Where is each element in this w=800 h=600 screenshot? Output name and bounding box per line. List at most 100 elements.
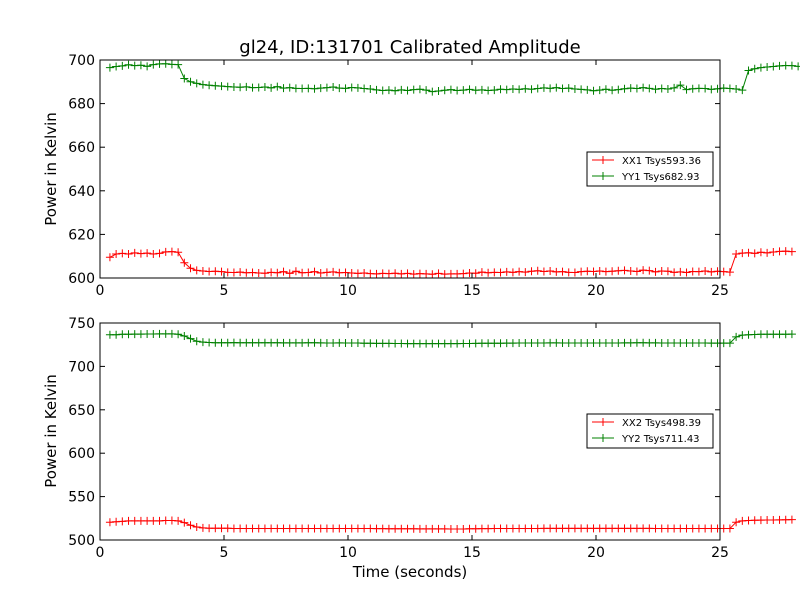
top-axis-ticks: 0 5 10 15 20 25 600 620 640 660 680 700 [68,53,729,299]
data-point-marker [787,330,796,339]
top-x-tick-label: 15 [463,283,481,299]
data-point-marker [112,250,121,259]
data-point-marker [558,267,567,276]
data-point-marker [601,85,610,94]
data-point-marker [508,268,517,277]
data-point-marker [415,85,424,94]
top-series-xx [105,247,796,279]
data-point-marker [428,270,437,279]
data-point-marker [267,83,276,92]
data-point-marker [316,268,325,277]
data-point-marker [632,84,641,93]
data-point-marker [310,84,319,93]
data-point-marker [583,85,592,94]
data-point-marker [422,86,431,95]
bottom-series-xx [105,515,796,533]
data-point-marker [397,85,406,94]
data-point-marker [725,339,734,348]
data-point-marker [521,268,530,277]
data-point-marker [515,85,524,94]
data-point-marker [769,248,778,257]
data-point-marker [192,522,201,531]
data-point-marker [670,83,679,92]
bottom-axis-ticks: 0 5 10 15 20 25 500 550 600 650 700 750 [68,316,729,561]
data-point-marker [167,247,176,256]
data-point-marker [403,86,412,95]
data-point-marker [725,268,734,277]
data-point-marker [645,266,654,275]
data-point-marker [322,83,331,92]
data-point-marker [763,248,772,257]
data-point-marker [391,269,400,278]
data-point-marker [502,85,511,94]
data-point-marker [546,84,555,93]
top-legend-box [586,151,714,187]
data-point-marker [701,84,710,93]
bottom-legend-entry-yy2: YY2 Tsys711.43 [592,434,700,445]
data-point-marker [155,249,164,258]
data-point-marker [174,60,183,69]
data-point-marker [756,248,765,257]
data-point-marker [304,268,313,277]
top-y-tick-label: 600 [68,271,95,287]
data-point-marker [260,269,269,278]
bottom-legend-box [586,413,714,449]
data-point-marker [651,85,660,94]
bottom-x-tick-label: 0 [96,545,105,561]
chart-title: gl24, ID:131701 Calibrated Amplitude [239,37,580,58]
top-x-tick-label: 25 [711,283,729,299]
data-point-marker [285,83,294,92]
data-point-marker [143,249,152,258]
top-x-tick-label: 0 [96,283,105,299]
bottom-y-tick-label: 550 [68,490,95,506]
data-point-marker [533,266,542,275]
data-point-marker [794,62,800,71]
bottom-legend-label-xx2: XX2 Tsys498.39 [622,418,701,429]
bottom-y-tick-label: 600 [68,446,95,462]
top-y-tick-label: 660 [68,140,95,156]
data-point-marker [174,248,183,257]
data-point-marker [595,86,604,95]
data-point-marker [546,267,555,276]
bottom-x-tick-label: 25 [711,545,729,561]
x-axis-label: Time (seconds) [352,563,468,581]
data-point-marker [329,267,338,276]
data-point-marker [391,86,400,95]
data-point-marker [161,59,170,68]
top-y-axis-label: Power in Kelvin [42,112,60,226]
top-legend-label-yy1: YY1 Tsys682.93 [621,172,700,183]
data-point-marker [459,86,468,95]
data-point-marker [124,60,133,69]
top-legend-entry-xx1: XX1 Tsys593.36 [592,156,701,167]
data-point-marker [663,267,672,276]
data-point-marker [608,86,617,95]
data-point-marker [198,80,207,89]
data-point-marker [353,83,362,92]
data-point-marker [732,250,741,259]
bottom-plot-frame [99,322,721,541]
top-x-tick-label: 10 [339,283,357,299]
data-point-marker [595,267,604,276]
data-point-marker [242,82,251,91]
data-point-marker [180,518,189,527]
data-point-marker [434,269,443,278]
data-point-marker [118,61,127,70]
data-point-marker [217,267,226,276]
data-point-marker [614,85,623,94]
data-point-marker [236,268,245,277]
data-point-marker [428,87,437,96]
data-point-marker [589,86,598,95]
data-point-marker [750,249,759,258]
data-point-marker [112,62,121,71]
bottom-y-tick-label: 750 [68,316,95,332]
data-point-marker [732,518,741,527]
bottom-y-tick-label: 700 [68,359,95,375]
data-point-marker [564,84,573,93]
data-point-marker [192,79,201,88]
bottom-x-tick-label: 5 [220,545,229,561]
data-point-marker [446,85,455,94]
top-series-yy [105,59,800,96]
data-point-marker [130,248,139,257]
data-point-marker [738,86,747,95]
